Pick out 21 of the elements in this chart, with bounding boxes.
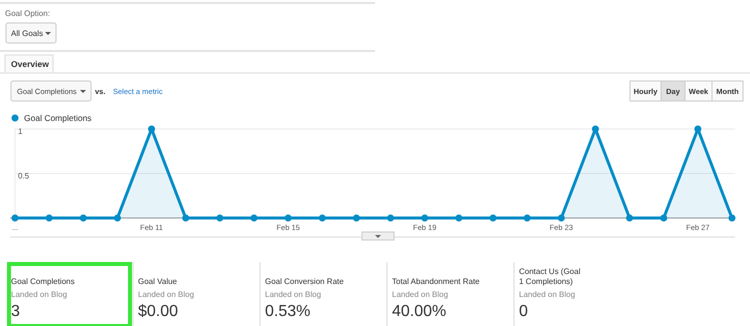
text: $0.00	[138, 303, 178, 320]
text: Total Abandonment Rate	[392, 277, 480, 286]
text: Goal Completions	[11, 277, 75, 286]
text: Landed on Blog	[265, 290, 322, 299]
text: 3	[11, 303, 20, 320]
text: Goal Conversion Rate	[265, 277, 344, 286]
text: Contact Us (Goal 1 Completions)	[519, 267, 581, 286]
text: Goal Option:	[5, 9, 50, 18]
text: 40.00%	[392, 303, 446, 320]
text: All Goals	[11, 29, 44, 38]
text: Overview	[11, 59, 50, 69]
text: Goal Value	[138, 277, 178, 286]
y-tick-label: 1	[18, 127, 23, 136]
text: 0	[519, 303, 528, 320]
text: Landed on Blog	[519, 290, 576, 299]
legend-label: Goal Completions	[24, 113, 92, 123]
text: Landed on Blog	[138, 290, 194, 299]
text: Landed on Blog	[11, 290, 68, 299]
text: 0.53%	[265, 303, 310, 320]
text: Landed on Blog	[392, 290, 448, 299]
y-tick-label: 0.5	[18, 172, 30, 180]
